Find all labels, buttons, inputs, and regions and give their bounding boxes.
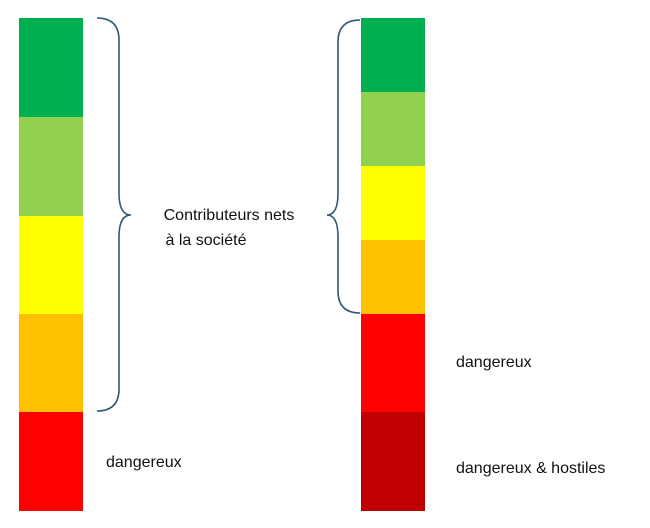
- segment: [19, 117, 83, 216]
- segment: [361, 166, 425, 240]
- segment: [19, 216, 83, 314]
- right-label: dangereux: [456, 354, 532, 371]
- right-label: dangereux & hostiles: [456, 460, 605, 477]
- left-brace: [96, 17, 132, 412]
- segment: [361, 92, 425, 166]
- left-label: dangereux: [106, 454, 182, 471]
- left-column: [19, 18, 83, 511]
- right-column: [361, 18, 425, 511]
- segment: [361, 412, 425, 511]
- label-line: Contributeurs nets: [164, 207, 295, 224]
- label-line: à la société: [166, 232, 247, 249]
- segment: [19, 314, 83, 412]
- segment: [19, 412, 83, 511]
- segment: [361, 240, 425, 314]
- segment: [19, 18, 83, 117]
- segment: [361, 18, 425, 92]
- right-brace: [326, 19, 361, 314]
- segment: [361, 314, 425, 412]
